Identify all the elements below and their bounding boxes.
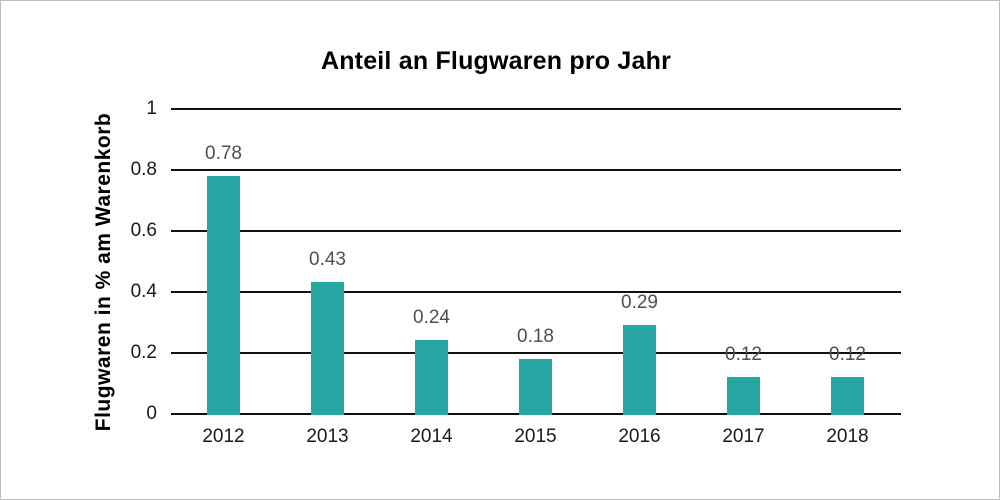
bar-2012 [207,175,240,415]
bar-2017 [727,376,760,415]
bar-value-label: 0.43 [309,249,346,271]
x-tick-label: 2012 [202,426,245,447]
x-tick-label: 2017 [722,426,765,447]
bar-value-label: 0.24 [413,307,450,329]
bar-value-label: 0.12 [725,343,762,365]
bar-value-label: 0.18 [517,325,554,347]
gridline [171,290,901,293]
gridline [171,168,901,171]
bar-2014 [415,340,448,415]
bar-2016 [623,325,656,415]
x-tick-label: 2015 [514,426,557,447]
bar-2018 [831,376,864,415]
x-tick-label: 2018 [826,426,869,447]
bar-value-label: 0.78 [205,142,242,164]
y-tick-label: 0.6 [130,219,157,241]
gridline [171,229,901,232]
chart-title: Anteil an Flugwaren pro Jahr [320,47,672,75]
gridline [171,351,901,354]
y-tick-label: 0 [146,402,157,424]
bar-2015 [519,358,552,415]
bar-value-label: 0.29 [621,292,658,314]
y-tick-label: 0.4 [130,280,157,302]
y-tick-label: 1 [146,97,157,119]
x-tick-label: 2014 [410,426,453,447]
bar-value-label: 0.12 [829,343,866,365]
gridline [171,107,901,110]
y-tick-label: 0.8 [130,158,157,180]
bar-2013 [311,282,344,415]
y-tick-label: 0.2 [130,341,157,363]
x-tick-label: 2016 [618,426,661,447]
x-tick-label: 2013 [306,426,349,447]
